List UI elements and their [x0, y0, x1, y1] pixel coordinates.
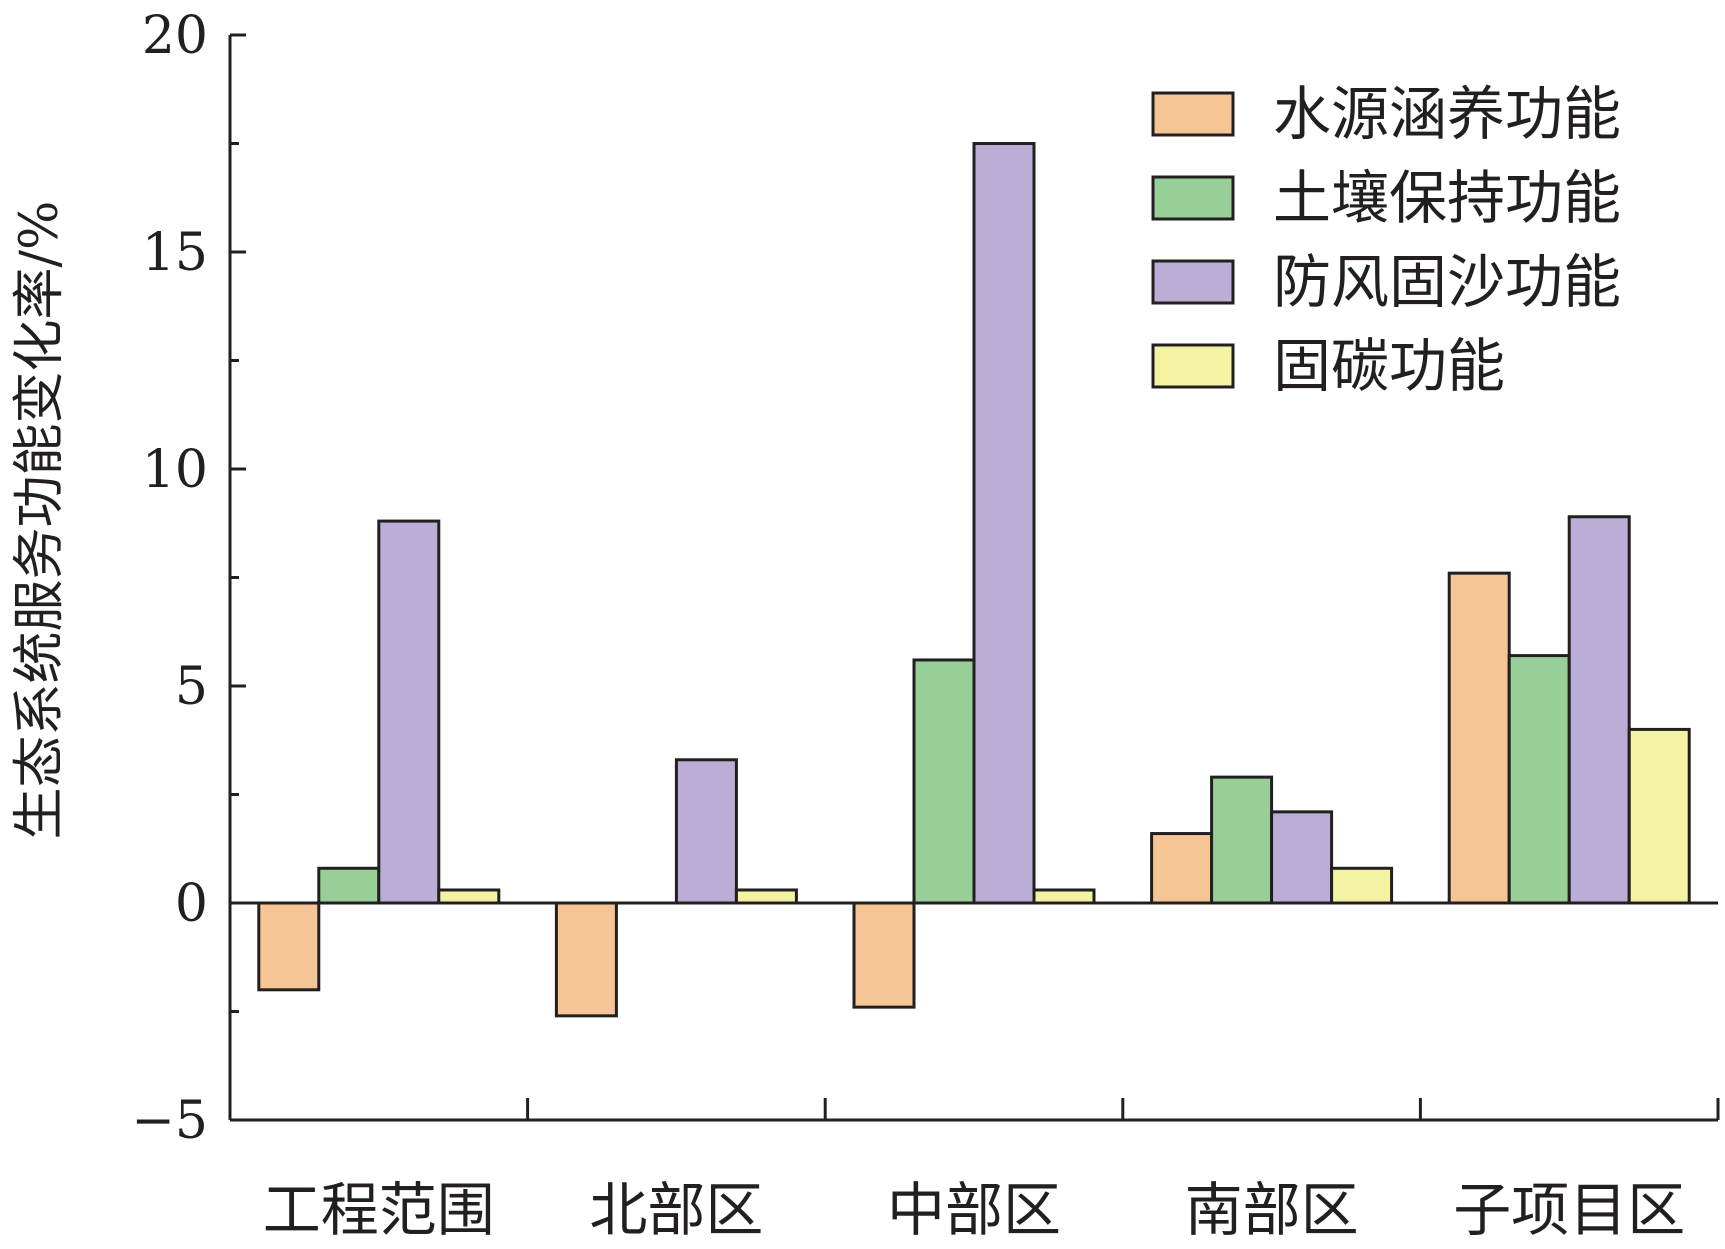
legend-label: 防风固沙功能: [1273, 248, 1621, 316]
bar: [1447, 571, 1511, 905]
x-category-label: 子项目区: [1453, 1176, 1685, 1244]
y-tick-label: 0: [175, 874, 208, 934]
x-category-label: 南部区: [1185, 1176, 1359, 1244]
y-tick-label: −5: [131, 1091, 208, 1151]
x-category-label: 中部区: [887, 1176, 1061, 1244]
bar: [1032, 888, 1096, 905]
bar: [377, 519, 441, 905]
bar: [852, 901, 916, 1009]
bar: [317, 866, 381, 905]
bar: [674, 758, 738, 905]
legend-swatch: [1151, 175, 1235, 221]
y-tick-label: 15: [142, 223, 208, 283]
legend-label: 固碳功能: [1273, 332, 1505, 400]
y-tick-label: 5: [175, 657, 208, 717]
bar: [1507, 654, 1571, 905]
y-axis-title: 生态系统服务功能变化率/%: [10, 201, 70, 840]
legend-label: 水源涵养功能: [1273, 80, 1621, 148]
bars: [257, 142, 1691, 1018]
bar: [1150, 832, 1214, 905]
bar: [257, 901, 321, 992]
bar: [437, 888, 501, 905]
legend-swatch: [1151, 259, 1235, 305]
x-category-label: 北部区: [589, 1176, 763, 1244]
bar: [1567, 515, 1631, 905]
bar: [1627, 727, 1691, 905]
bar: [554, 901, 618, 1018]
bar: [1330, 866, 1394, 905]
axes: −5 0 5 10 15 20 工程范围 北部区 中部区 南部区 子项目区: [131, 6, 1720, 1244]
legend-swatch: [1151, 91, 1235, 137]
legend-label: 土壤保持功能: [1273, 164, 1621, 232]
y-tick-label: 20: [142, 6, 208, 66]
bar: [972, 142, 1036, 905]
legend-swatch: [1151, 343, 1235, 389]
bar: [1210, 775, 1274, 905]
bar: [912, 658, 976, 905]
x-category-label: 工程范围: [263, 1176, 495, 1244]
bar: [734, 888, 798, 905]
bar: [1270, 810, 1334, 905]
y-tick-label: 10: [142, 440, 208, 500]
